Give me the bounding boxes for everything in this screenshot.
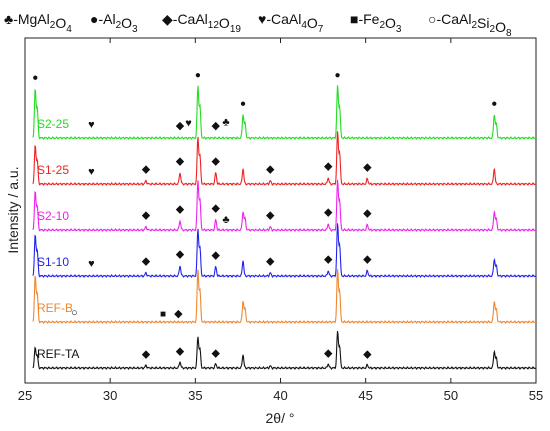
series-line-s1-10 bbox=[32, 223, 536, 278]
phase-marker-s2-25-1: ♥ bbox=[88, 119, 95, 131]
phase-marker-s1-10-3: ◆ bbox=[212, 249, 221, 261]
phase-marker-s2-25-5: ◆ bbox=[212, 120, 221, 132]
legend-item-caal2si2o: ○-CaAl2Si2O8 bbox=[428, 11, 512, 39]
phase-marker-s1-25-5: ◆ bbox=[324, 161, 333, 173]
phase-marker-ref-ta-4: ◆ bbox=[363, 349, 372, 361]
phase-marker-s2-25-4: ● bbox=[195, 70, 201, 81]
legend-item-al2o3: ●-Al2O3 bbox=[90, 11, 138, 35]
phase-marker-s2-25-0: ● bbox=[32, 72, 38, 83]
series-s1-10: S1-10 ♥ ◆ ◆ ◆ ◆ ◆ ◆ bbox=[32, 223, 536, 278]
series-s2-25: S2-25●♥ ◆ ♥●◆ ♣●●● bbox=[32, 70, 536, 140]
phase-marker-s1-25-0: ♥ bbox=[88, 166, 95, 178]
series-s2-10: S2-10 ◆◆ ◆♣ ◆ ◆ ◆ bbox=[32, 179, 536, 232]
x-tick-label-25: 25 bbox=[18, 388, 32, 403]
plot-frame bbox=[24, 37, 537, 384]
legend: ♣-MgAl2O4 ●-Al2O3 ◆-CaAl12O19 ♥-CaAl4O7 ■-Fe… bbox=[4, 11, 512, 39]
legend-item-fe2o3: ■-Fe2O3 bbox=[350, 11, 402, 35]
legend-item-caal12o19: ◆-CaAl12O19 bbox=[162, 11, 241, 35]
phase-marker-s2-25-9: ● bbox=[491, 98, 497, 109]
phase-marker-s1-25-4: ◆ bbox=[266, 164, 275, 176]
phase-marker-s1-10-0: ♥ bbox=[88, 258, 95, 270]
phase-marker-s1-10-6: ◆ bbox=[363, 254, 372, 266]
phase-marker-ref-ta-1: ◆ bbox=[176, 346, 185, 358]
phase-marker-s2-10-4: ◆ bbox=[266, 210, 275, 222]
series-line-s2-10 bbox=[32, 179, 536, 232]
series-label-ref-ta: REF-TA bbox=[37, 347, 79, 361]
series-line-s1-25 bbox=[32, 131, 536, 186]
phase-marker-ref-b-1: ■ bbox=[160, 309, 166, 320]
series-ref-ta: REF-TA ◆ ◆ ◆ ◆ ◆ bbox=[32, 331, 536, 370]
y-axis-title: Intensity / a.u. bbox=[5, 166, 21, 253]
phase-marker-s2-10-6: ◆ bbox=[363, 208, 372, 220]
series-line-ref-b bbox=[32, 269, 536, 324]
phase-marker-s2-10-2: ◆ bbox=[212, 202, 221, 214]
phase-marker-s1-25-1: ◆ bbox=[142, 164, 151, 176]
phase-marker-s2-10-1: ◆ bbox=[176, 203, 185, 215]
phase-marker-ref-b-0: ○ bbox=[71, 307, 78, 319]
x-tick-label-35: 35 bbox=[188, 388, 202, 403]
x-tick-label-30: 30 bbox=[103, 388, 117, 403]
phase-marker-s1-10-5: ◆ bbox=[324, 254, 333, 266]
phase-marker-s2-25-2: ◆ bbox=[176, 120, 185, 132]
phase-marker-s2-25-6: ♣ bbox=[222, 117, 229, 129]
x-tick-label-45: 45 bbox=[358, 388, 372, 403]
series-label-s2-25: S2-25 bbox=[37, 117, 69, 131]
phase-marker-s1-25-3: ◆ bbox=[212, 155, 221, 167]
phase-marker-s1-10-4: ◆ bbox=[266, 256, 275, 268]
phase-marker-ref-ta-2: ◆ bbox=[212, 348, 221, 360]
x-tick-label-40: 40 bbox=[273, 388, 287, 403]
phase-marker-s1-10-2: ◆ bbox=[176, 248, 185, 260]
x-axis: 25 30 35 40 45 50 55 bbox=[18, 38, 543, 403]
phase-marker-s2-25-3: ♥ bbox=[185, 118, 192, 130]
series-label-ref-b: REF-B bbox=[37, 301, 73, 315]
phase-marker-ref-ta-3: ◆ bbox=[324, 348, 333, 360]
x-tick-label-50: 50 bbox=[444, 388, 458, 403]
legend-item-caal4o7: ♥-CaAl4O7 bbox=[258, 11, 324, 35]
phase-marker-s2-25-8: ● bbox=[335, 70, 341, 81]
series-label-s1-10: S1-10 bbox=[37, 255, 69, 269]
series-label-s2-10: S2-10 bbox=[37, 209, 69, 223]
series-line-s2-25 bbox=[32, 85, 536, 140]
phase-marker-s2-10-3: ♣ bbox=[222, 214, 229, 226]
phase-marker-s2-10-5: ◆ bbox=[324, 207, 333, 219]
x-tick-label-55: 55 bbox=[529, 388, 543, 403]
series-label-s1-25: S1-25 bbox=[37, 163, 69, 177]
x-axis-title: 2θ/ ° bbox=[266, 410, 295, 426]
series-layer: REF-TA ◆ ◆ ◆ ◆ ◆REF-B○ ■ ◆S1-10 ♥ ◆◆ ◆◆ ◆ ◆S2-10 ◆◆ ◆♣… bbox=[32, 70, 536, 370]
phase-marker-s1-25-2: ◆ bbox=[176, 155, 185, 167]
series-line-ref-ta bbox=[32, 331, 536, 370]
phase-marker-s2-10-0: ◆ bbox=[142, 210, 151, 222]
phase-marker-s2-25-7: ● bbox=[240, 98, 246, 109]
series-s1-25: S1-25 ♥ ◆ ◆ ◆ ◆ ◆ ◆ bbox=[32, 131, 536, 186]
phase-marker-s1-25-6: ◆ bbox=[363, 162, 372, 174]
phase-marker-ref-b-2: ◆ bbox=[174, 308, 183, 320]
phase-marker-ref-ta-0: ◆ bbox=[142, 349, 151, 361]
series-ref-b: REF-B○ ■ ◆ bbox=[32, 269, 536, 324]
phase-marker-s1-10-1: ◆ bbox=[142, 256, 151, 268]
legend-item-mgal2o4: ♣-MgAl2O4 bbox=[4, 11, 72, 35]
